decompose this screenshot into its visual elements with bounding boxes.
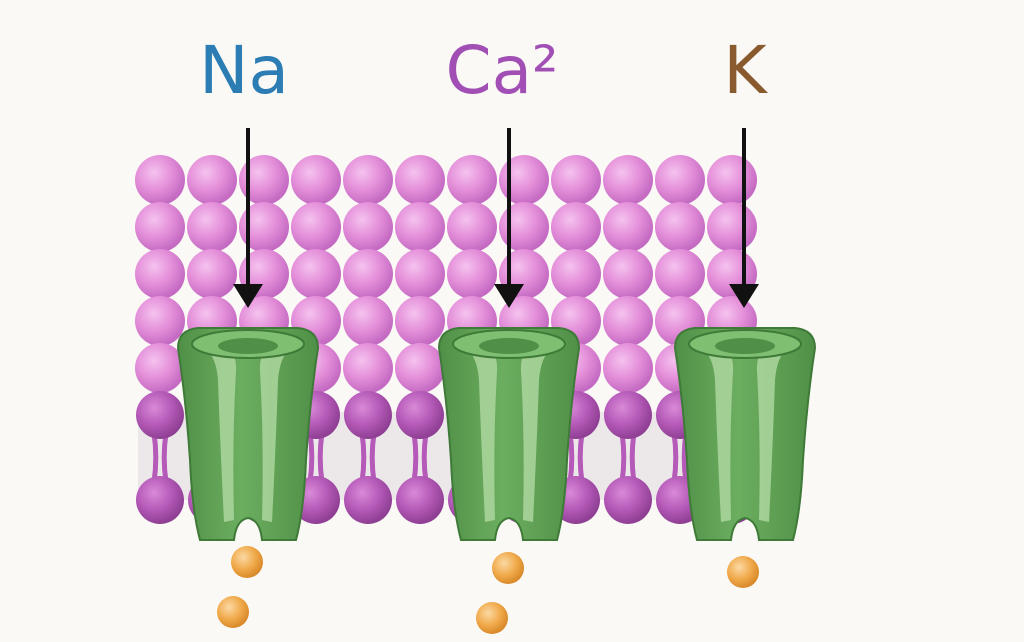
lipid-head	[344, 476, 392, 524]
ion-particle	[727, 556, 759, 588]
lipid-head	[447, 249, 497, 299]
lipid-head	[187, 202, 237, 252]
lipid-head	[291, 202, 341, 252]
lipid-head	[499, 202, 549, 252]
lipid-head	[603, 155, 653, 205]
lipid-head	[239, 155, 289, 205]
lipid-head	[395, 249, 445, 299]
lipid-head	[551, 249, 601, 299]
lipid-head	[343, 296, 393, 346]
ion-particle	[492, 552, 524, 584]
lipid-head	[604, 391, 652, 439]
ion-particle	[217, 596, 249, 628]
lipid-head	[135, 202, 185, 252]
lipid-tail	[151, 432, 159, 483]
lipid-tail	[307, 432, 315, 483]
lipid-head	[603, 202, 653, 252]
lipid-head	[135, 296, 185, 346]
arrow-k	[729, 128, 759, 308]
lipid-head	[291, 155, 341, 205]
lipid-head	[603, 249, 653, 299]
lipid-tail	[411, 432, 419, 483]
lipid-head	[707, 155, 757, 205]
lipid-head	[551, 202, 601, 252]
lipid-tail	[161, 432, 169, 483]
lipid-head	[603, 296, 653, 346]
lipid-head	[396, 476, 444, 524]
lipid-head	[655, 202, 705, 252]
lipid-head	[135, 343, 185, 393]
lipid-head	[136, 476, 184, 524]
lipid-tail	[567, 432, 575, 483]
lipid-head	[655, 155, 705, 205]
lipid-tail	[671, 432, 679, 483]
ion-particle	[476, 602, 508, 634]
channel-ca	[437, 327, 581, 541]
lipid-head	[395, 202, 445, 252]
lipid-head	[343, 202, 393, 252]
lipid-head	[551, 155, 601, 205]
lipid-head	[395, 296, 445, 346]
lipid-head	[135, 249, 185, 299]
lipid-head	[447, 155, 497, 205]
lipid-head	[603, 343, 653, 393]
ion-label-na: Na	[199, 32, 289, 109]
lipid-head	[239, 202, 289, 252]
channel-k	[673, 327, 817, 541]
lipid-head	[343, 155, 393, 205]
lipid-head	[136, 391, 184, 439]
lipid-head	[343, 249, 393, 299]
lipid-head	[344, 391, 392, 439]
lipid-head	[135, 155, 185, 205]
lipid-head	[707, 202, 757, 252]
lipid-head	[291, 249, 341, 299]
lipid-tail	[359, 432, 367, 483]
ion-label-ca: Ca²	[445, 32, 559, 109]
lipid-head	[396, 391, 444, 439]
lipid-tail	[629, 432, 637, 483]
lipid-tail	[421, 432, 429, 483]
ion-label-k: K	[723, 32, 767, 109]
lipid-head	[447, 202, 497, 252]
lipid-tail	[577, 432, 585, 483]
lipid-head	[655, 249, 705, 299]
lipid-head	[395, 343, 445, 393]
lipid-head	[395, 155, 445, 205]
arrow-ca	[494, 128, 524, 308]
lipid-head	[343, 343, 393, 393]
lipid-head	[604, 476, 652, 524]
lipid-tail	[317, 432, 325, 483]
arrow-na	[233, 128, 263, 308]
lipid-head	[499, 155, 549, 205]
lipid-tail	[619, 432, 627, 483]
lipid-tail	[369, 432, 377, 483]
ion-particle	[231, 546, 263, 578]
channel-na	[176, 327, 320, 541]
lipid-head	[187, 155, 237, 205]
lipid-head	[187, 249, 237, 299]
